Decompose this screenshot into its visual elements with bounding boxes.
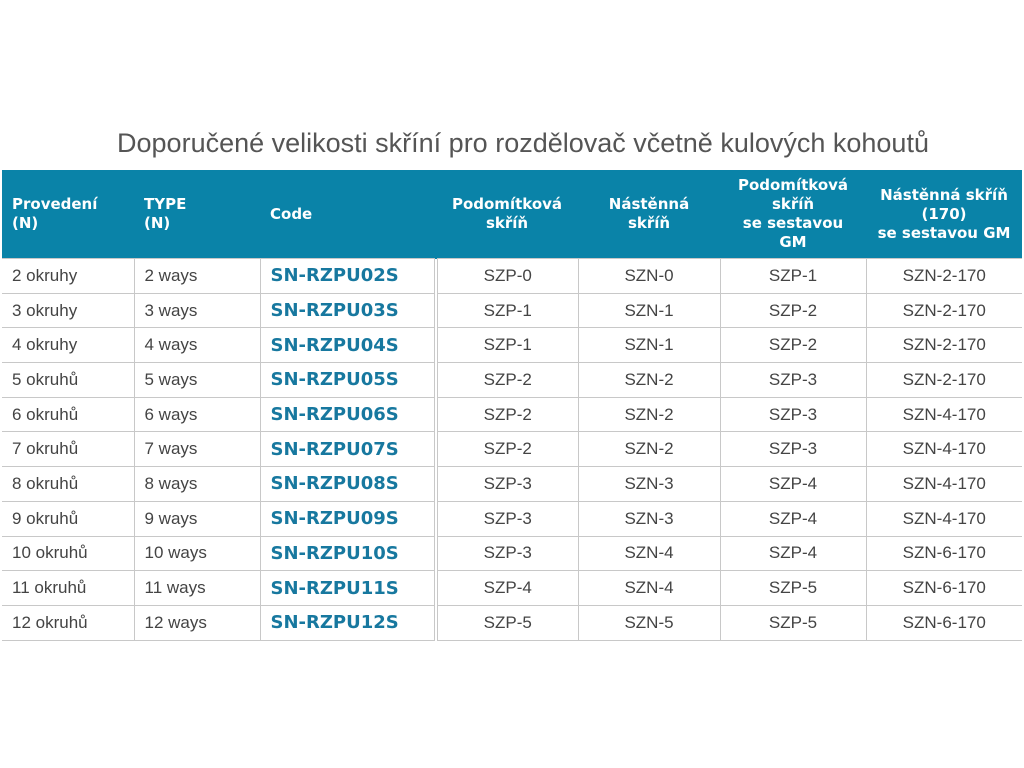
- nastenna-cell: SZN-1: [577, 327, 721, 364]
- type-cell: 12 ways: [133, 604, 261, 641]
- nastenna-cell: SZN-3: [577, 466, 721, 502]
- podomitkova-cell: SZP-3: [435, 535, 579, 572]
- podomitkova-cell: SZP-1: [435, 292, 579, 329]
- table-row: 4 okruhy 4 ways SN-RZPU04S SZP-1 SZN-1 SZP-2 S…: [2, 327, 1022, 364]
- provedeni-cell: 4 okruhy: [2, 327, 135, 364]
- podomitkova-gm-cell: SZP-4: [719, 535, 867, 572]
- type-cell: 11 ways: [133, 570, 261, 606]
- type-cell: 8 ways: [133, 466, 261, 502]
- podomitkova-gm-cell: SZP-5: [719, 570, 867, 606]
- podomitkova-gm-cell: SZP-1: [719, 258, 867, 294]
- provedeni-cell: 8 okruhů: [2, 466, 135, 502]
- code-cell: SN-RZPU05S: [259, 362, 438, 398]
- code-cell: SN-RZPU03S: [259, 292, 438, 329]
- nastenna-gm-cell: SZN-2-170: [865, 327, 1022, 364]
- code-cell: SN-RZPU02S: [259, 258, 438, 294]
- code-cell: SN-RZPU09S: [259, 500, 438, 537]
- podomitkova-gm-cell: SZP-4: [719, 500, 867, 537]
- nastenna-gm-cell: SZN-2-170: [865, 362, 1022, 398]
- podomitkova-cell: SZP-3: [435, 466, 579, 502]
- table-row: 10 okruhů 10 ways SN-RZPU10S SZP-3 SZN-4 SZP-…: [2, 535, 1022, 572]
- podomitkova-gm-cell: SZP-4: [719, 466, 867, 502]
- nastenna-gm-cell: SZN-6-170: [865, 535, 1022, 572]
- nastenna-gm-cell: SZN-4-170: [865, 466, 1022, 502]
- table-row: 12 okruhů 12 ways SN-RZPU12S SZP-5 SZN-5 SZP-…: [2, 604, 1022, 641]
- header-nastenna-gm: Nástěnná skříň (170) se sestavou GM: [866, 170, 1022, 259]
- podomitkova-gm-cell: SZP-3: [719, 396, 867, 433]
- header-podomitkova-gm: Podomítková skříň se sestavou GM: [720, 170, 866, 259]
- nastenna-gm-cell: SZN-2-170: [865, 292, 1022, 329]
- type-cell: 2 ways: [133, 258, 261, 294]
- podomitkova-cell: SZP-2: [435, 362, 579, 398]
- code-cell: SN-RZPU10S: [259, 535, 438, 572]
- code-cell: SN-RZPU04S: [259, 327, 438, 364]
- podomitkova-cell: SZP-4: [435, 570, 579, 606]
- code-cell: SN-RZPU08S: [259, 466, 438, 502]
- type-cell: 5 ways: [133, 362, 261, 398]
- table-row: 7 okruhů 7 ways SN-RZPU07S SZP-2 SZN-2 SZP-3 S…: [2, 431, 1022, 468]
- nastenna-cell: SZN-2: [577, 431, 721, 468]
- podomitkova-gm-cell: SZP-2: [719, 292, 867, 329]
- header-nastenna: Nástěnná skříň: [578, 170, 720, 259]
- podomitkova-cell: SZP-5: [435, 604, 579, 641]
- table-row: 6 okruhů 6 ways SN-RZPU06S SZP-2 SZN-2 SZP-3 S…: [2, 396, 1022, 433]
- podomitkova-cell: SZP-1: [435, 327, 579, 364]
- podomitkova-cell: SZP-2: [435, 431, 579, 468]
- podomitkova-gm-cell: SZP-3: [719, 362, 867, 398]
- nastenna-cell: SZN-2: [577, 396, 721, 433]
- podomitkova-cell: SZP-0: [435, 258, 579, 294]
- code-cell: SN-RZPU07S: [259, 431, 438, 468]
- table-row: 11 okruhů 11 ways SN-RZPU11S SZP-4 SZN-4 SZP-…: [2, 570, 1022, 606]
- provedeni-cell: 9 okruhů: [2, 500, 135, 537]
- podomitkova-gm-cell: SZP-2: [719, 327, 867, 364]
- podomitkova-cell: SZP-3: [435, 500, 579, 537]
- nastenna-cell: SZN-4: [577, 535, 721, 572]
- provedeni-cell: 2 okruhy: [2, 258, 135, 294]
- type-cell: 4 ways: [133, 327, 261, 364]
- table-row: 2 okruhy 2 ways SN-RZPU02S SZP-0 SZN-0 SZP-1 S…: [2, 258, 1022, 294]
- provedeni-cell: 10 okruhů: [2, 535, 135, 572]
- type-cell: 9 ways: [133, 500, 261, 537]
- nastenna-cell: SZN-3: [577, 500, 721, 537]
- type-cell: 7 ways: [133, 431, 261, 468]
- type-cell: 3 ways: [133, 292, 261, 329]
- provedeni-cell: 11 okruhů: [2, 570, 135, 606]
- code-cell: SN-RZPU11S: [259, 570, 438, 606]
- podomitkova-gm-cell: SZP-3: [719, 431, 867, 468]
- header-podomitkova: Podomítková skříň: [436, 170, 578, 259]
- provedeni-cell: 3 okruhy: [2, 292, 135, 329]
- header-provedeni: Provedení (N): [2, 170, 134, 259]
- provedeni-cell: 5 okruhů: [2, 362, 135, 398]
- page-title: Doporučené velikosti skříní pro rozdělov…: [117, 128, 929, 158]
- provedeni-cell: 7 okruhů: [2, 431, 135, 468]
- podomitkova-gm-cell: SZP-5: [719, 604, 867, 641]
- nastenna-cell: SZN-0: [577, 258, 721, 294]
- code-cell: SN-RZPU12S: [259, 604, 438, 641]
- type-cell: 6 ways: [133, 396, 261, 433]
- nastenna-cell: SZN-4: [577, 570, 721, 606]
- header-code: Code: [260, 170, 436, 259]
- nastenna-cell: SZN-2: [577, 362, 721, 398]
- table-row: 9 okruhů 9 ways SN-RZPU09S SZP-3 SZN-3 SZP-4 S…: [2, 500, 1022, 537]
- table-row: 8 okruhů 8 ways SN-RZPU08S SZP-3 SZN-3 SZP-4 S…: [2, 466, 1022, 502]
- code-cell: SN-RZPU06S: [259, 396, 438, 433]
- podomitkova-cell: SZP-2: [435, 396, 579, 433]
- nastenna-cell: SZN-1: [577, 292, 721, 329]
- table-header-row: Provedení (N) TYPE (N) Code Podomítková skř…: [2, 170, 1022, 259]
- type-cell: 10 ways: [133, 535, 261, 572]
- nastenna-gm-cell: SZN-2-170: [865, 258, 1022, 294]
- nastenna-gm-cell: SZN-4-170: [865, 396, 1022, 433]
- table-row: 3 okruhy 3 ways SN-RZPU03S SZP-1 SZN-1 SZP-2 S…: [2, 292, 1022, 329]
- header-type: TYPE (N): [134, 170, 260, 259]
- provedeni-cell: 12 okruhů: [2, 604, 135, 641]
- nastenna-gm-cell: SZN-6-170: [865, 604, 1022, 641]
- nastenna-gm-cell: SZN-6-170: [865, 570, 1022, 606]
- provedeni-cell: 6 okruhů: [2, 396, 135, 433]
- table-row: 5 okruhů 5 ways SN-RZPU05S SZP-2 SZN-2 SZP-3 S…: [2, 362, 1022, 398]
- nastenna-gm-cell: SZN-4-170: [865, 500, 1022, 537]
- nastenna-cell: SZN-5: [577, 604, 721, 641]
- nastenna-gm-cell: SZN-4-170: [865, 431, 1022, 468]
- cabinet-size-table: Provedení (N) TYPE (N) Code Podomítková skř…: [2, 170, 1022, 641]
